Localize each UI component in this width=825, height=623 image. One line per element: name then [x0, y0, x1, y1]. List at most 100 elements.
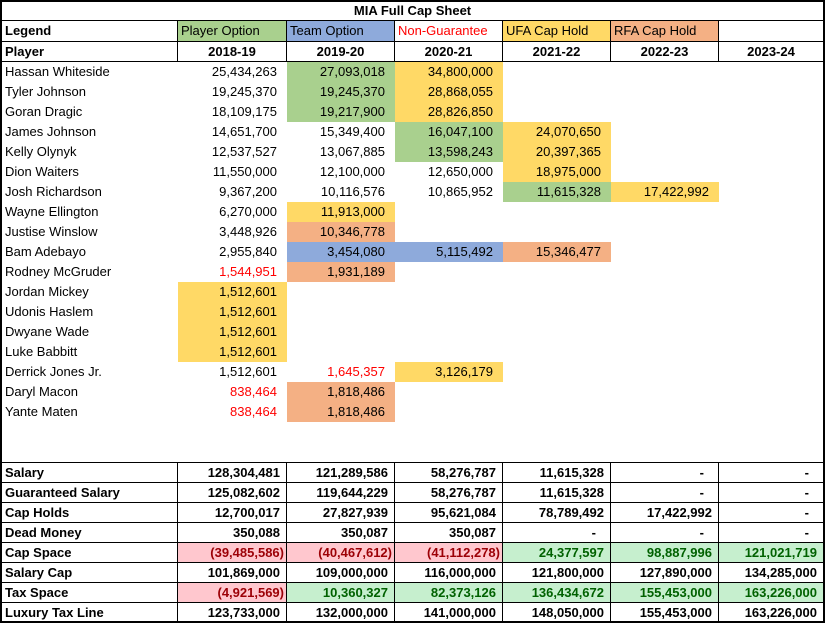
- salary-cell[interactable]: 838,464: [230, 384, 277, 399]
- player-name-cell[interactable]: Hassan Whiteside: [5, 64, 110, 79]
- salary-cell[interactable]: [611, 322, 719, 342]
- salary-cell[interactable]: [719, 282, 823, 302]
- salary-cell[interactable]: [611, 362, 719, 382]
- salary-cell[interactable]: [503, 102, 611, 122]
- salary-cell[interactable]: 11,913,000: [287, 202, 395, 222]
- summary-value-cell[interactable]: 98,887,996: [611, 543, 719, 563]
- summary-value-cell[interactable]: 121,289,586: [287, 463, 395, 483]
- salary-cell[interactable]: [503, 202, 611, 222]
- salary-cell[interactable]: [611, 82, 719, 102]
- summary-label-cell[interactable]: Dead Money: [2, 523, 178, 543]
- salary-cell[interactable]: [719, 302, 823, 322]
- summary-value-cell[interactable]: -: [719, 463, 823, 483]
- salary-cell[interactable]: 1,512,601: [178, 282, 287, 302]
- player-name-cell[interactable]: Bam Adebayo: [5, 244, 86, 259]
- season-header-2020-21[interactable]: 2020-21: [395, 42, 503, 62]
- salary-cell[interactable]: 25,434,263: [211, 64, 277, 79]
- salary-cell[interactable]: [395, 402, 503, 422]
- salary-cell[interactable]: [611, 222, 719, 242]
- salary-cell[interactable]: [719, 322, 823, 342]
- salary-cell[interactable]: [719, 222, 823, 242]
- summary-value-cell[interactable]: 95,621,084: [395, 503, 503, 523]
- summary-value-cell[interactable]: -: [611, 463, 719, 483]
- salary-cell[interactable]: 3,448,926: [219, 224, 277, 239]
- salary-cell[interactable]: [287, 302, 395, 322]
- salary-cell[interactable]: [611, 202, 719, 222]
- salary-cell[interactable]: 19,245,370: [211, 84, 277, 99]
- summary-value-cell[interactable]: 155,453,000: [611, 583, 719, 603]
- salary-cell[interactable]: [611, 122, 719, 142]
- season-header-2021-22[interactable]: 2021-22: [503, 42, 611, 62]
- salary-cell[interactable]: [395, 282, 503, 302]
- salary-cell[interactable]: 10,346,778: [287, 222, 395, 242]
- salary-cell[interactable]: [503, 62, 611, 82]
- summary-value-cell[interactable]: 11,615,328: [503, 463, 611, 483]
- summary-value-cell[interactable]: 125,082,602: [178, 483, 287, 503]
- salary-cell[interactable]: [719, 382, 823, 402]
- salary-cell[interactable]: 10,865,952: [427, 184, 493, 199]
- summary-value-cell[interactable]: 27,827,939: [287, 503, 395, 523]
- legend-empty-cell[interactable]: [719, 21, 823, 42]
- summary-value-cell[interactable]: -: [719, 503, 823, 523]
- summary-value-cell[interactable]: 116,000,000: [395, 563, 503, 583]
- legend-rfa-cap-hold-cell[interactable]: RFA Cap Hold: [611, 21, 719, 42]
- salary-cell[interactable]: [503, 282, 611, 302]
- summary-label-cell[interactable]: Cap Holds: [2, 503, 178, 523]
- legend-non-guarantee-cell[interactable]: Non-Guarantee: [395, 21, 503, 42]
- salary-cell[interactable]: 12,100,000: [319, 164, 385, 179]
- salary-cell[interactable]: 24,070,650: [503, 122, 611, 142]
- legend-label-cell[interactable]: Legend: [2, 21, 178, 42]
- player-name-cell[interactable]: Dwyane Wade: [5, 324, 90, 339]
- salary-cell[interactable]: 3,126,179: [395, 362, 503, 382]
- player-name-cell[interactable]: Josh Richardson: [5, 184, 102, 199]
- season-header-2018-19[interactable]: 2018-19: [178, 42, 287, 62]
- salary-cell[interactable]: 12,650,000: [427, 164, 493, 179]
- summary-value-cell[interactable]: 10,360,327: [287, 583, 395, 603]
- salary-cell[interactable]: [503, 302, 611, 322]
- salary-cell[interactable]: [395, 302, 503, 322]
- salary-cell[interactable]: 14,651,700: [211, 124, 277, 139]
- salary-cell[interactable]: 15,349,400: [319, 124, 385, 139]
- summary-value-cell[interactable]: (4,921,569): [178, 583, 287, 603]
- salary-cell[interactable]: 17,422,992: [611, 182, 719, 202]
- summary-value-cell[interactable]: 163,226,000: [719, 583, 823, 603]
- salary-cell[interactable]: [719, 262, 823, 282]
- salary-cell[interactable]: [611, 102, 719, 122]
- summary-label-cell[interactable]: Guaranteed Salary: [2, 483, 178, 503]
- salary-cell[interactable]: [719, 182, 823, 202]
- season-header-2019-20[interactable]: 2019-20: [287, 42, 395, 62]
- salary-cell[interactable]: 1,818,486: [287, 402, 395, 422]
- summary-value-cell[interactable]: 11,615,328: [503, 483, 611, 503]
- summary-value-cell[interactable]: 350,087: [287, 523, 395, 543]
- salary-cell[interactable]: 13,067,885: [319, 144, 385, 159]
- salary-cell[interactable]: [719, 62, 823, 82]
- salary-cell[interactable]: [611, 62, 719, 82]
- summary-value-cell[interactable]: 163,226,000: [719, 603, 823, 621]
- salary-cell[interactable]: [719, 362, 823, 382]
- salary-cell[interactable]: [503, 322, 611, 342]
- season-header-2022-23[interactable]: 2022-23: [611, 42, 719, 62]
- summary-value-cell[interactable]: 119,644,229: [287, 483, 395, 503]
- salary-cell[interactable]: 2,955,840: [219, 244, 277, 259]
- summary-label-cell[interactable]: Tax Space: [2, 583, 178, 603]
- summary-value-cell[interactable]: 128,304,481: [178, 463, 287, 483]
- player-name-cell[interactable]: James Johnson: [5, 124, 97, 139]
- salary-cell[interactable]: [611, 302, 719, 322]
- salary-cell[interactable]: [287, 322, 395, 342]
- summary-value-cell[interactable]: 123,733,000: [178, 603, 287, 621]
- salary-cell[interactable]: 11,550,000: [212, 164, 277, 179]
- player-name-cell[interactable]: Dion Waiters: [5, 164, 79, 179]
- summary-value-cell[interactable]: -: [719, 523, 823, 543]
- salary-cell[interactable]: [503, 362, 611, 382]
- salary-cell[interactable]: 9,367,200: [219, 184, 277, 199]
- salary-cell[interactable]: [719, 82, 823, 102]
- salary-cell[interactable]: 19,217,900: [287, 102, 395, 122]
- salary-cell[interactable]: [395, 342, 503, 362]
- salary-cell[interactable]: 1,512,601: [219, 364, 277, 379]
- summary-label-cell[interactable]: Salary Cap: [2, 563, 178, 583]
- salary-cell[interactable]: [611, 262, 719, 282]
- salary-cell[interactable]: [611, 242, 719, 262]
- player-name-cell[interactable]: Luke Babbitt: [5, 344, 78, 359]
- summary-value-cell[interactable]: (41,112,278): [395, 543, 503, 563]
- salary-cell[interactable]: [611, 382, 719, 402]
